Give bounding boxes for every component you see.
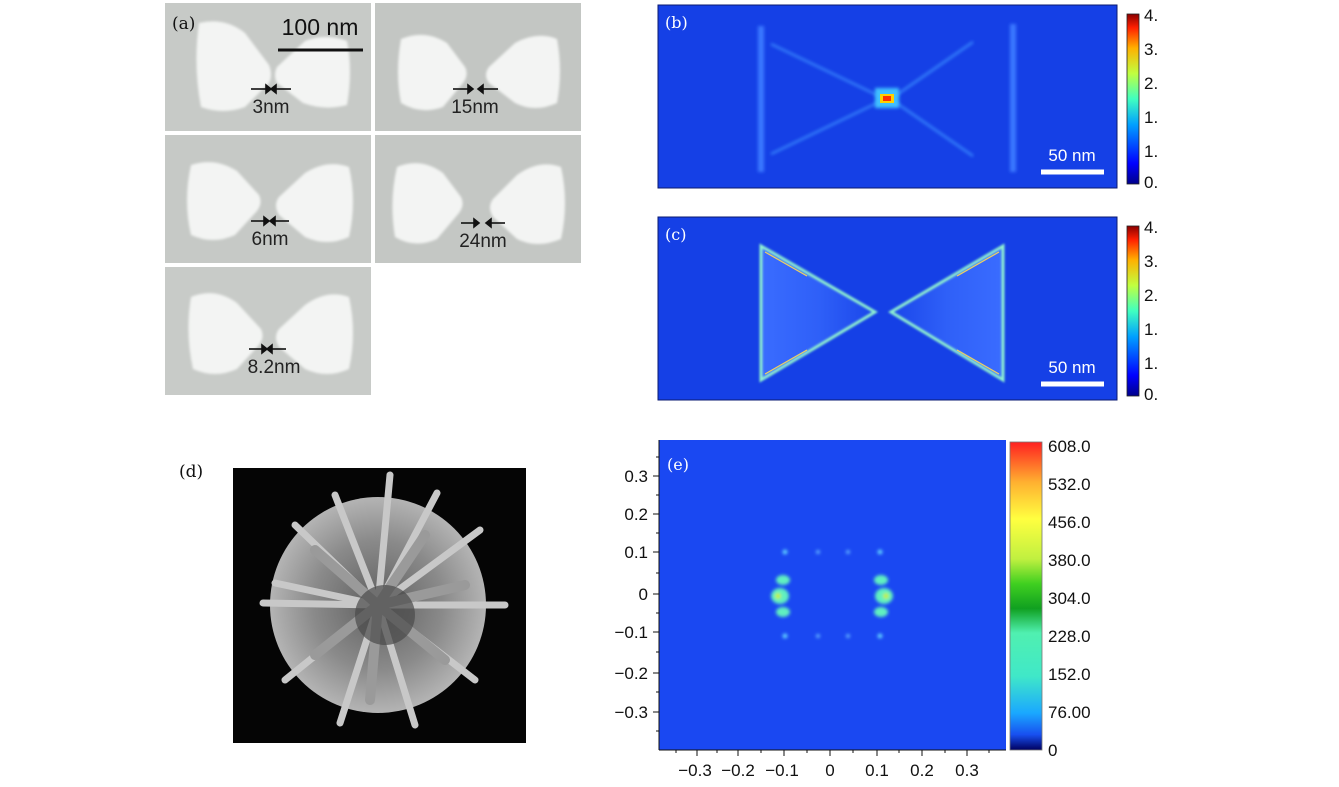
colorbar-b-tick: 3.3	[1144, 40, 1157, 59]
panel-a-label: (a)	[172, 14, 195, 34]
panel-e: (e) 0.3 0.2 0.1 0 −0.1 −0.2 −0.3	[600, 430, 1120, 785]
panel-d-figure: (d)	[179, 462, 526, 743]
colorbar-b-tick: 1.9	[1144, 108, 1157, 127]
colorbar-c-tick: 4.0	[1144, 218, 1157, 237]
colorbar-e-ticks: 608.0 532.0 456.0 380.0 304.0 228.0 152.…	[1048, 437, 1091, 760]
colorbar-e-tick: 76.00	[1048, 703, 1091, 722]
field-structure-b	[758, 24, 1016, 172]
colorbar-e-tick: 228.0	[1048, 627, 1091, 646]
y-tick-label: −0.3	[614, 703, 648, 722]
y-tick-label: −0.1	[614, 623, 648, 642]
colorbar-c-tick: 1.2	[1144, 354, 1157, 373]
colorbar-e-tick: 456.0	[1048, 513, 1091, 532]
nanoflower	[259, 471, 509, 729]
panel-d-label: (d)	[179, 462, 203, 482]
panel-a-figure: 100 nm 3nm 15nm 6nm 24nm 8.2nm (a)	[165, 3, 581, 395]
panel-b-figure: 50 nm (b) 4.0 3.3 2.6 1.9 1.2 0.5	[657, 4, 1157, 190]
colorbar-c	[1126, 225, 1140, 397]
x-tick-label: −0.3	[678, 761, 712, 780]
panel-b: 50 nm (b) 4.0 3.3 2.6 1.9 1.2 0.5	[657, 4, 1157, 190]
colorbar-b-ticks: 4.0 3.3 2.6 1.9 1.2 0.5	[1144, 6, 1157, 190]
colorbar-e	[1009, 441, 1043, 751]
x-tick-label: 0	[825, 761, 834, 780]
bowtie-particles-2	[398, 34, 560, 111]
colorbar-e-tick: 532.0	[1048, 475, 1091, 494]
contour-plot-e	[659, 440, 1006, 750]
hotspot-b	[875, 88, 899, 108]
x-tick-marks-e	[675, 750, 990, 756]
bowtie-particles-3	[187, 162, 353, 242]
hotspots-e	[771, 549, 893, 639]
panel-c: 50 nm (c) 4.0 3.3 2.6 1.9 1.2 0.5	[657, 216, 1157, 402]
x-tick-label: 0.1	[865, 761, 889, 780]
colorbar-c-tick: 2.6	[1144, 286, 1157, 305]
field-map-c	[657, 216, 1118, 401]
colorbar-b-tick: 1.2	[1144, 142, 1157, 161]
colorbar-b-tick: 0.5	[1144, 173, 1157, 190]
gap-arrows	[249, 83, 505, 355]
scale-bar-a-label: 100 nm	[282, 14, 359, 40]
panel-e-label: (e)	[667, 455, 689, 474]
gap-label-24nm: 24nm	[459, 231, 507, 252]
bowtie-particles-5	[188, 293, 353, 374]
panel-c-label: (c)	[665, 225, 686, 244]
colorbar-b	[1126, 13, 1140, 185]
colorbar-e-tick: 380.0	[1048, 551, 1091, 570]
y-tick-label: 0.1	[624, 543, 648, 562]
colorbar-e-tick: 152.0	[1048, 665, 1091, 684]
colorbar-b-tick: 2.6	[1144, 74, 1157, 93]
gap-label-15nm: 15nm	[451, 97, 499, 118]
y-tick-label: −0.2	[614, 664, 648, 683]
x-tick-labels-e: −0.3 −0.2 −0.1 0 0.1 0.2 0.3	[678, 761, 979, 780]
colorbar-c-tick: 0.5	[1144, 385, 1157, 402]
bowtie-field-c	[759, 243, 1005, 383]
colorbar-e-tick: 608.0	[1048, 437, 1091, 456]
colorbar-e-tick: 304.0	[1048, 589, 1091, 608]
x-tick-label: 0.3	[955, 761, 979, 780]
x-tick-label: −0.2	[721, 761, 755, 780]
x-tick-label: 0.2	[910, 761, 934, 780]
y-tick-labels-e: 0.3 0.2 0.1 0 −0.1 −0.2 −0.3	[614, 467, 648, 722]
bowtie-particles-4	[392, 163, 565, 244]
colorbar-e-tick: 0	[1048, 741, 1057, 760]
gap-label-3nm: 3nm	[253, 97, 290, 118]
x-tick-label: −0.1	[765, 761, 799, 780]
panel-b-label: (b)	[665, 13, 688, 32]
panel-e-figure: (e) 0.3 0.2 0.1 0 −0.1 −0.2 −0.3	[614, 437, 1091, 780]
colorbar-c-tick: 1.9	[1144, 320, 1157, 339]
y-tick-label: 0	[639, 585, 648, 604]
scale-bar-c-label: 50 nm	[1048, 358, 1095, 377]
y-tick-marks-e	[653, 456, 659, 732]
colorbar-c-ticks: 4.0 3.3 2.6 1.9 1.2 0.5	[1144, 218, 1157, 402]
panel-a: 100 nm 3nm 15nm 6nm 24nm 8.2nm (a)	[165, 3, 581, 395]
scale-bar-b-label: 50 nm	[1048, 146, 1095, 165]
panel-d: (d)	[175, 455, 535, 747]
colorbar-c-tick: 3.3	[1144, 252, 1157, 271]
gap-label-6nm: 6nm	[252, 229, 289, 250]
panel-c-figure: 50 nm (c) 4.0 3.3 2.6 1.9 1.2 0.5	[657, 216, 1157, 402]
gap-label-8-2nm: 8.2nm	[248, 357, 301, 378]
colorbar-b-tick: 4.0	[1144, 6, 1157, 25]
y-tick-label: 0.2	[624, 505, 648, 524]
y-tick-label: 0.3	[624, 467, 648, 486]
